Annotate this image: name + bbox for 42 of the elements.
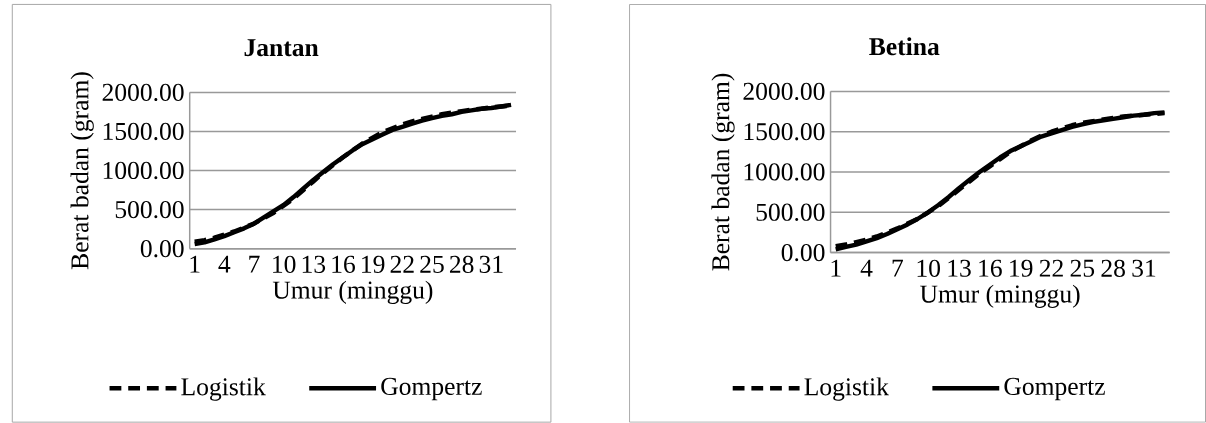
- y-tick-label: 2000.00: [102, 83, 184, 102]
- y-tick-label: 1000.00: [103, 162, 184, 180]
- y-tick-label: 500.00: [115, 201, 184, 219]
- y-tick-label: 0.00: [140, 240, 184, 258]
- x-tick-label: 31: [479, 255, 503, 274]
- x-tick-label: 16: [332, 255, 355, 274]
- x-axis-title: Umur (minggu): [272, 280, 433, 305]
- chart-title: Betina: [869, 37, 940, 56]
- x-tick-label: 22: [1039, 259, 1063, 277]
- x-tick-label: 31: [1132, 259, 1156, 278]
- x-tick-label: 25: [1070, 259, 1095, 278]
- y-tick-label: 1500.00: [103, 122, 184, 141]
- legend-label: Gompertz: [381, 378, 482, 401]
- x-tick-label: 4: [218, 255, 231, 273]
- y-axis-title: Berat badan (gram): [711, 73, 735, 271]
- legend-label: Gompertz: [1004, 378, 1105, 401]
- y-tick-label: 0.00: [781, 244, 825, 262]
- y-tick-label: 1500.00: [744, 123, 825, 141]
- chart-title: Jantan: [244, 39, 319, 57]
- y-tick-label: 500.00: [756, 203, 825, 222]
- x-tick-label: 1: [190, 255, 200, 273]
- legend-label: Logistik: [804, 377, 889, 401]
- x-tick-label: 28: [1101, 259, 1125, 278]
- x-tick-label: 10: [917, 259, 940, 278]
- x-axis-title: Umur (minggu): [920, 284, 1080, 309]
- x-tick-label: 7: [892, 259, 903, 277]
- y-tick-label: 2000.00: [743, 82, 825, 101]
- y-tick-label: 1000.00: [744, 163, 825, 181]
- x-tick-label: 10: [273, 255, 296, 274]
- x-tick-label: 1: [831, 259, 841, 277]
- x-tick-label: 13: [302, 255, 326, 274]
- y-axis-title: Berat badan (gram): [70, 72, 94, 270]
- x-tick-label: 22: [390, 255, 414, 273]
- x-tick-label: 28: [449, 255, 474, 274]
- x-tick-label: 19: [1010, 259, 1033, 278]
- x-tick-label: 13: [948, 259, 971, 278]
- legend-label: Logistik: [181, 377, 266, 401]
- x-tick-label: 4: [860, 259, 873, 277]
- x-tick-label: 25: [420, 255, 444, 274]
- x-tick-label: 16: [979, 259, 1002, 278]
- x-tick-label: 7: [249, 255, 260, 273]
- x-tick-label: 19: [362, 255, 385, 274]
